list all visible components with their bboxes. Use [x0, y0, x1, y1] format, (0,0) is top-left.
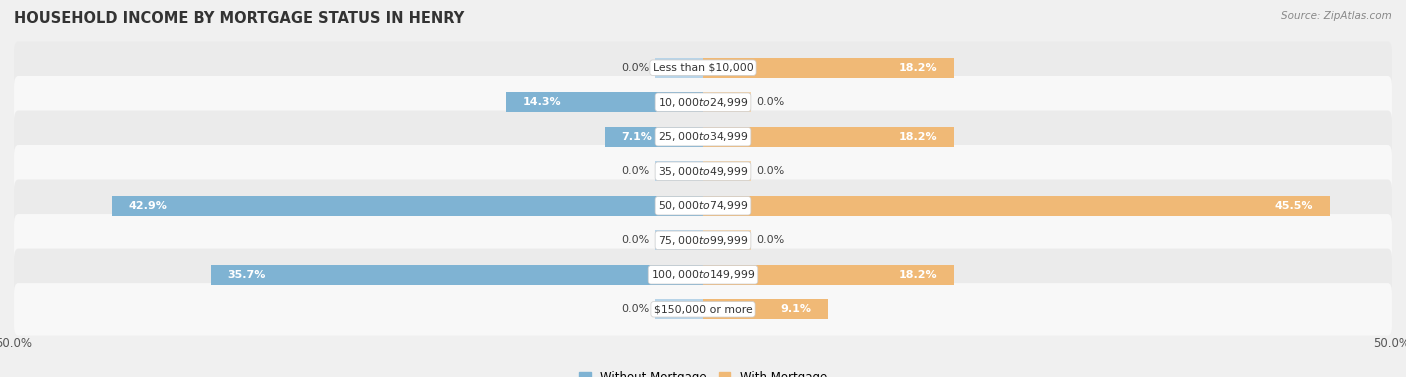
- Bar: [655, 299, 703, 319]
- Text: 18.2%: 18.2%: [898, 270, 938, 280]
- FancyBboxPatch shape: [14, 41, 1392, 94]
- FancyBboxPatch shape: [14, 248, 1392, 301]
- Text: 18.2%: 18.2%: [898, 63, 938, 73]
- Bar: [655, 161, 703, 181]
- Text: Source: ZipAtlas.com: Source: ZipAtlas.com: [1281, 11, 1392, 21]
- Text: 45.5%: 45.5%: [1275, 201, 1313, 211]
- Text: 0.0%: 0.0%: [756, 235, 785, 245]
- Text: 0.0%: 0.0%: [621, 63, 650, 73]
- Text: HOUSEHOLD INCOME BY MORTGAGE STATUS IN HENRY: HOUSEHOLD INCOME BY MORTGAGE STATUS IN H…: [14, 11, 464, 26]
- Text: $10,000 to $24,999: $10,000 to $24,999: [658, 96, 748, 109]
- Bar: [703, 230, 751, 250]
- Text: 7.1%: 7.1%: [621, 132, 652, 142]
- Text: 42.9%: 42.9%: [128, 201, 167, 211]
- Bar: [703, 299, 828, 319]
- Text: 9.1%: 9.1%: [780, 304, 811, 314]
- Text: $50,000 to $74,999: $50,000 to $74,999: [658, 199, 748, 212]
- Bar: [655, 230, 703, 250]
- Bar: [112, 196, 703, 216]
- Bar: [506, 92, 703, 112]
- FancyBboxPatch shape: [14, 179, 1392, 232]
- FancyBboxPatch shape: [14, 145, 1392, 198]
- Text: 0.0%: 0.0%: [621, 304, 650, 314]
- FancyBboxPatch shape: [14, 214, 1392, 267]
- Text: $35,000 to $49,999: $35,000 to $49,999: [658, 165, 748, 178]
- Bar: [703, 265, 953, 285]
- Bar: [211, 265, 703, 285]
- Text: 35.7%: 35.7%: [228, 270, 266, 280]
- Text: Less than $10,000: Less than $10,000: [652, 63, 754, 73]
- Text: 0.0%: 0.0%: [621, 235, 650, 245]
- Text: $75,000 to $99,999: $75,000 to $99,999: [658, 234, 748, 247]
- Bar: [703, 196, 1330, 216]
- Text: 18.2%: 18.2%: [898, 132, 938, 142]
- Bar: [703, 58, 953, 78]
- Text: $100,000 to $149,999: $100,000 to $149,999: [651, 268, 755, 281]
- Bar: [703, 161, 751, 181]
- Text: 0.0%: 0.0%: [621, 166, 650, 176]
- Text: $150,000 or more: $150,000 or more: [654, 304, 752, 314]
- Bar: [655, 58, 703, 78]
- Text: $25,000 to $34,999: $25,000 to $34,999: [658, 130, 748, 143]
- FancyBboxPatch shape: [14, 283, 1392, 336]
- FancyBboxPatch shape: [14, 110, 1392, 163]
- Legend: Without Mortgage, With Mortgage: Without Mortgage, With Mortgage: [574, 366, 832, 377]
- Text: 0.0%: 0.0%: [756, 166, 785, 176]
- Bar: [703, 92, 751, 112]
- Bar: [703, 127, 953, 147]
- Text: 0.0%: 0.0%: [756, 97, 785, 107]
- Bar: [605, 127, 703, 147]
- FancyBboxPatch shape: [14, 76, 1392, 129]
- Text: 14.3%: 14.3%: [523, 97, 561, 107]
